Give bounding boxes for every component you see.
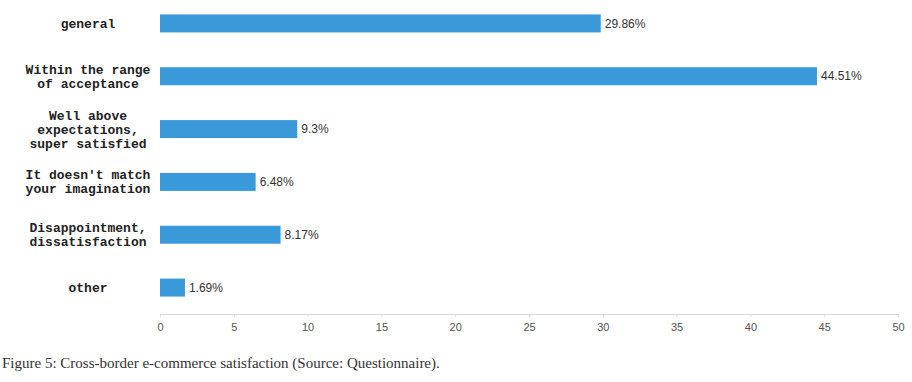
tick-mark bbox=[677, 314, 678, 317]
category-labels: general Within the rangeof acceptance Well… bbox=[26, 17, 151, 296]
tick-label: 20 bbox=[450, 321, 462, 333]
tick-mark bbox=[603, 314, 604, 317]
tick-label: 40 bbox=[745, 321, 757, 333]
tick-label: 50 bbox=[892, 321, 904, 333]
bar bbox=[160, 67, 817, 85]
category-label-line: expectations, bbox=[37, 123, 138, 138]
category-label-line: general bbox=[61, 17, 116, 32]
category-label: other bbox=[68, 281, 107, 296]
tick-mark bbox=[824, 314, 825, 317]
tick-label: 25 bbox=[523, 321, 535, 333]
chart: 0 5 10 15 20 25 30 35 40 45 50 general Within the ra… bbox=[0, 0, 912, 382]
category-label-line: Within the range bbox=[26, 63, 151, 78]
category-label: Disappointment,dissatisfaction bbox=[29, 221, 146, 250]
tick-label: 30 bbox=[597, 321, 609, 333]
tick: 50 bbox=[892, 314, 904, 333]
category-label-line: Disappointment, bbox=[29, 221, 146, 236]
tick-label: 5 bbox=[231, 321, 237, 333]
bar bbox=[160, 14, 601, 32]
bars bbox=[160, 14, 817, 296]
category-label: general bbox=[61, 17, 116, 32]
data-label: 29.86% bbox=[605, 17, 646, 31]
tick: 35 bbox=[671, 314, 683, 333]
bar bbox=[160, 279, 185, 297]
tick: 5 bbox=[231, 314, 237, 333]
data-label: 6.48% bbox=[260, 175, 294, 189]
tick: 30 bbox=[597, 314, 609, 333]
tick-label: 0 bbox=[157, 321, 163, 333]
data-label: 44.51% bbox=[821, 69, 862, 83]
category-label: Well aboveexpectations,super satisfied bbox=[29, 109, 146, 152]
tick-label: 15 bbox=[376, 321, 388, 333]
x-axis-line bbox=[161, 315, 899, 318]
tick-mark bbox=[381, 314, 382, 317]
tick-mark bbox=[160, 314, 161, 317]
tick: 0 bbox=[157, 314, 163, 333]
data-label: 8.17% bbox=[285, 228, 319, 242]
tick: 45 bbox=[819, 314, 831, 333]
title: Figure 5: Cross-border e-commerce satisf… bbox=[2, 355, 440, 372]
bar bbox=[160, 226, 281, 244]
category-label-line: dissatisfaction bbox=[29, 235, 146, 250]
tick-mark bbox=[898, 314, 899, 317]
tick-label: 35 bbox=[671, 321, 683, 333]
category-label: Within the rangeof acceptance bbox=[26, 63, 151, 92]
tick: 20 bbox=[450, 314, 462, 333]
tick-mark bbox=[308, 314, 309, 317]
tick-mark bbox=[234, 314, 235, 317]
x-axis: 0 5 10 15 20 25 30 35 40 45 50 bbox=[157, 314, 904, 333]
tick-mark bbox=[529, 314, 530, 317]
category-label-line: your imagination bbox=[26, 182, 151, 197]
category-label-line: super satisfied bbox=[29, 137, 146, 152]
data-label: 1.69% bbox=[189, 281, 223, 295]
category-label-line: other bbox=[68, 281, 107, 296]
category-label: It doesn't matchyour imagination bbox=[26, 168, 151, 197]
tick: 40 bbox=[745, 314, 757, 333]
tick: 15 bbox=[376, 314, 388, 333]
category-label-line: Well above bbox=[49, 109, 127, 124]
tick-label: 10 bbox=[302, 321, 314, 333]
bar bbox=[160, 173, 256, 191]
tick-mark bbox=[750, 314, 751, 317]
data-label: 9.3% bbox=[301, 122, 329, 136]
category-label-line: It doesn't match bbox=[26, 168, 151, 183]
tick: 10 bbox=[302, 314, 314, 333]
tick: 25 bbox=[523, 314, 535, 333]
data-labels: 29.86% 44.51% 9.3% 6.48% 8.17% 1.69% bbox=[189, 17, 862, 295]
category-label-line: of acceptance bbox=[37, 77, 139, 92]
bar bbox=[160, 120, 297, 138]
tick-label: 45 bbox=[819, 321, 831, 333]
tick-mark bbox=[455, 314, 456, 317]
